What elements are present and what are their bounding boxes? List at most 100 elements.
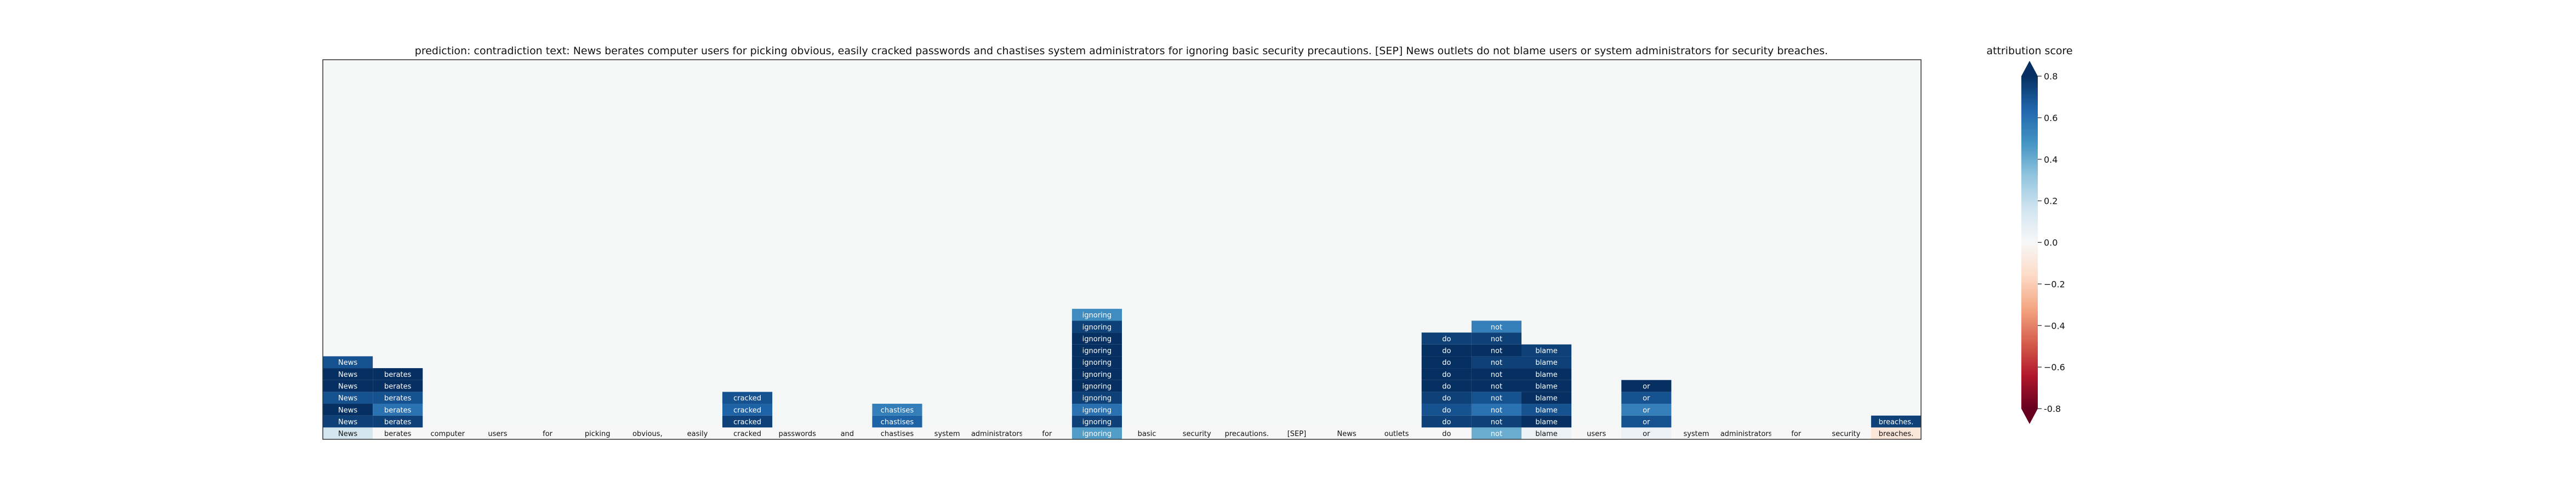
token-label: obvious, bbox=[632, 430, 663, 438]
token-label: security bbox=[1832, 430, 1860, 438]
attribution-cell bbox=[872, 404, 922, 416]
attribution-cell bbox=[1421, 356, 1472, 369]
attribution-cell bbox=[1521, 344, 1572, 357]
colorbar: attribution score -0.8 −0.6 −0.4 −0.2 0.0 0.2 0… bbox=[1986, 45, 2073, 424]
cell-label: News bbox=[338, 383, 357, 391]
chart-title: prediction: contradiction text: News ber… bbox=[415, 45, 1828, 57]
token-label: administrators bbox=[971, 430, 1023, 438]
token-cell bbox=[323, 427, 373, 439]
token-cell bbox=[1371, 427, 1422, 439]
cell-label: ignoring bbox=[1082, 383, 1112, 391]
colorbar-extend-bottom bbox=[2021, 409, 2038, 424]
token-cell bbox=[1621, 427, 1672, 439]
token-cell bbox=[1571, 427, 1622, 439]
attribution-cell bbox=[1471, 404, 1521, 416]
token-cell bbox=[522, 427, 573, 439]
cell-label: ignoring bbox=[1082, 419, 1112, 427]
cell-label: do bbox=[1442, 371, 1451, 379]
attribution-cell bbox=[1421, 392, 1472, 404]
colorbar-tick-label: 0.8 bbox=[2044, 71, 2058, 82]
attribution-cell bbox=[1521, 368, 1572, 380]
token-label: chastises bbox=[881, 430, 914, 438]
attribution-cell bbox=[1072, 392, 1122, 404]
attribution-cell bbox=[1421, 344, 1472, 357]
token-cell bbox=[472, 427, 523, 439]
attribution-cell bbox=[1072, 333, 1122, 345]
token-label: users bbox=[1587, 430, 1606, 438]
cell-label: do bbox=[1442, 419, 1451, 427]
attribution-cell bbox=[1471, 392, 1521, 404]
token-cell bbox=[672, 427, 722, 439]
cell-label: News bbox=[338, 371, 357, 379]
attribution-cell bbox=[1421, 380, 1472, 392]
token-cell bbox=[1671, 427, 1722, 439]
token-label: and bbox=[841, 430, 854, 438]
token-cell bbox=[972, 427, 1022, 439]
attribution-cell bbox=[323, 404, 373, 416]
cell-label: News bbox=[338, 406, 357, 415]
attribution-cell bbox=[1521, 404, 1572, 416]
cell-label: or bbox=[1643, 383, 1650, 391]
cell-label: chastises bbox=[881, 419, 914, 427]
cell-label: News bbox=[338, 359, 357, 367]
cell-label: berates bbox=[384, 419, 412, 427]
token-cell bbox=[872, 427, 922, 439]
cell-label: ignoring bbox=[1082, 312, 1112, 320]
cell-label: News bbox=[338, 419, 357, 427]
cell-label: ignoring bbox=[1082, 335, 1112, 343]
attribution-cell bbox=[323, 392, 373, 404]
colorbar-tick-label: -0.8 bbox=[2044, 404, 2061, 414]
colorbar-extend-top bbox=[2021, 61, 2038, 76]
token-label: breaches. bbox=[1879, 430, 1914, 438]
attribution-cell bbox=[1621, 404, 1672, 416]
colorbar-gradient bbox=[2021, 76, 2038, 409]
colorbar-tick-label: −0.6 bbox=[2044, 362, 2065, 372]
token-cell bbox=[1821, 427, 1871, 439]
cell-label: berates bbox=[384, 371, 412, 379]
attribution-cell bbox=[1471, 368, 1521, 380]
heatmap-frame bbox=[322, 59, 1922, 440]
cell-label: not bbox=[1491, 335, 1502, 343]
token-label: computer bbox=[430, 430, 465, 438]
token-label: do bbox=[1442, 430, 1451, 438]
token-cell bbox=[722, 427, 773, 439]
token-cell bbox=[822, 427, 873, 439]
colorbar-label: attribution score bbox=[1986, 45, 2072, 57]
attribution-cell bbox=[1421, 368, 1472, 380]
colorbar-tick-label: 0.2 bbox=[2044, 196, 2058, 207]
token-label: blame bbox=[1535, 430, 1558, 438]
attribution-cell bbox=[323, 380, 373, 392]
attribution-cell bbox=[1471, 415, 1521, 428]
token-label: outlets bbox=[1384, 430, 1409, 438]
cell-label: not bbox=[1491, 406, 1502, 415]
token-cell bbox=[1122, 427, 1172, 439]
token-label: basic bbox=[1138, 430, 1156, 438]
cell-label: berates bbox=[384, 394, 412, 403]
attribution-cell bbox=[1521, 392, 1572, 404]
attribution-cell bbox=[1521, 415, 1572, 428]
token-label: easily bbox=[687, 430, 708, 438]
attribution-cell bbox=[373, 392, 423, 404]
token-label: system bbox=[934, 430, 960, 438]
token-label: not bbox=[1491, 430, 1502, 438]
token-cell bbox=[1321, 427, 1372, 439]
cell-label: do bbox=[1442, 347, 1451, 356]
cell-label: ignoring bbox=[1082, 394, 1112, 403]
attribution-cell bbox=[722, 415, 773, 428]
attribution-cell bbox=[1471, 380, 1521, 392]
token-label: passwords bbox=[778, 430, 816, 438]
token-label: cracked bbox=[733, 430, 761, 438]
cell-label: do bbox=[1442, 359, 1451, 367]
token-cell bbox=[423, 427, 473, 439]
token-label: ignoring bbox=[1082, 430, 1112, 438]
attribution-cell bbox=[323, 368, 373, 380]
attribution-cell bbox=[1471, 320, 1521, 333]
cell-label: or bbox=[1643, 419, 1650, 427]
token-cell bbox=[572, 427, 623, 439]
cell-label: blame bbox=[1535, 383, 1558, 391]
token-label: precautions. bbox=[1225, 430, 1269, 438]
cell-label: do bbox=[1442, 394, 1451, 403]
cell-label: not bbox=[1491, 394, 1502, 403]
colorbar-tick-label: 0.4 bbox=[2044, 154, 2058, 165]
token-cell bbox=[1072, 427, 1122, 439]
